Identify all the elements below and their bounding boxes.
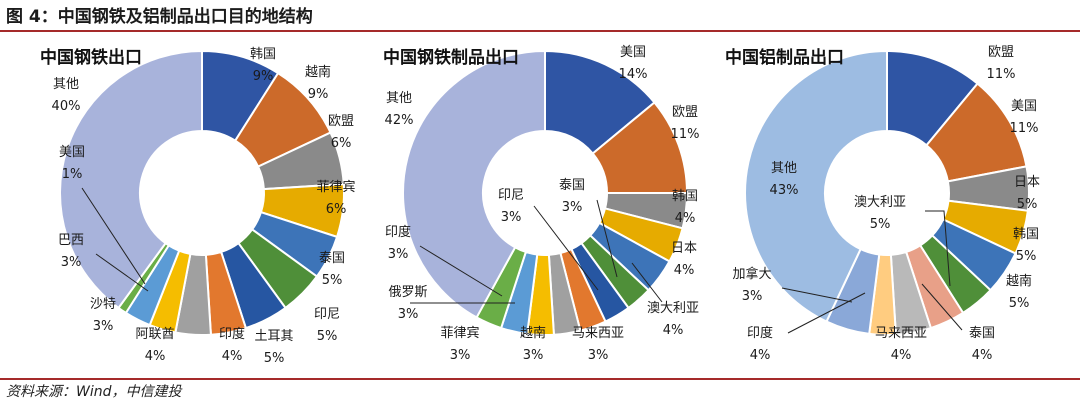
slice-value-label: 1% — [62, 167, 83, 182]
slice-value-label: 6% — [331, 136, 352, 151]
slice-value-label: 6% — [326, 202, 347, 217]
leader-line — [81, 187, 146, 285]
leader-line — [596, 199, 618, 278]
slice-label: 土耳其 — [254, 329, 293, 344]
slice-label: 欧盟 — [328, 114, 354, 129]
slice-value-label: 3% — [61, 255, 82, 270]
slice-value-label: 5% — [1017, 197, 1038, 212]
slice-label: 菲律宾 — [440, 325, 479, 341]
slice-label: 澳大利亚 — [647, 300, 699, 316]
slice-value-label: 4% — [674, 263, 695, 278]
slice-value-label: 40% — [52, 99, 81, 114]
slice-value-label: 4% — [222, 349, 243, 364]
slice-value-label: 3% — [562, 200, 583, 215]
slice-label: 欧盟 — [988, 45, 1014, 60]
chart-title: 中国钢铁出口 — [40, 47, 142, 68]
slice-label: 印度 — [385, 224, 411, 240]
slice-label: 澳大利亚 — [854, 194, 906, 210]
slice-value-label: 4% — [145, 349, 166, 364]
slice-value-label: 3% — [398, 307, 419, 322]
leader-line — [419, 245, 503, 297]
slice-value-label: 3% — [742, 289, 763, 304]
slice-value-label: 11% — [987, 67, 1016, 82]
slice-13 — [59, 49, 203, 310]
slice-label: 日本 — [671, 241, 697, 256]
slice-value-label: 5% — [264, 351, 285, 366]
slice-label: 印度 — [219, 326, 245, 342]
leader-line — [787, 292, 866, 334]
slice-value-label: 3% — [523, 348, 544, 363]
slice-value-label: 3% — [588, 348, 609, 363]
slice-value-label: 14% — [619, 67, 648, 82]
slice-value-label: 43% — [770, 183, 799, 198]
slice-value-label: 4% — [675, 211, 696, 226]
leader-line — [925, 210, 951, 287]
slice-label: 越南 — [305, 64, 331, 80]
slice-value-label: 42% — [385, 113, 414, 128]
slice-value-label: 4% — [750, 348, 771, 363]
slice-value-label: 5% — [317, 329, 338, 344]
slice-label: 俄罗斯 — [388, 285, 427, 300]
slice-label: 美国 — [1011, 99, 1037, 114]
figure-title: 图 4：中国钢铁及铝制品出口目的地结构 — [6, 7, 313, 27]
slice-label: 韩国 — [672, 189, 698, 204]
slice-label: 越南 — [1006, 273, 1032, 289]
slice-value-label: 5% — [322, 273, 343, 288]
slice-value-label: 3% — [450, 348, 471, 363]
slice-label: 泰国 — [559, 178, 585, 193]
slice-label: 其他 — [771, 161, 797, 176]
leader-line — [533, 205, 599, 291]
slice-value-label: 3% — [388, 247, 409, 262]
slice-label: 韩国 — [250, 47, 276, 62]
slice-label: 其他 — [386, 91, 412, 106]
slice-label: 马来西亚 — [875, 326, 927, 341]
slice-label: 泰国 — [319, 251, 345, 266]
chart-title: 中国铝制品出口 — [725, 47, 844, 68]
leader-line — [95, 253, 149, 292]
slice-label: 沙特 — [90, 297, 116, 312]
slice-value-label: 5% — [1016, 249, 1037, 264]
title-rule — [0, 30, 1080, 32]
slice-value-label: 5% — [870, 217, 891, 232]
slice-value-label: 9% — [253, 69, 274, 84]
slice-value-label: 3% — [501, 210, 522, 225]
slice-label: 菲律宾 — [316, 179, 355, 195]
donut-chart-1: 中国钢铁出口 韩国 9% 越南 9% 欧盟 6% 菲律宾 6% 泰国 5% 印尼 5% 土耳其 5% 印度 4%… — [40, 47, 356, 366]
slice-value-label: 4% — [663, 323, 684, 338]
leader-line — [631, 262, 663, 303]
slice-value-label: 4% — [891, 348, 912, 363]
slice-label: 印度 — [747, 325, 773, 341]
slice-label: 美国 — [59, 145, 85, 160]
slice-label: 日本 — [1014, 175, 1040, 190]
slice-label: 韩国 — [1013, 227, 1039, 242]
chart-title: 中国钢铁制品出口 — [383, 47, 519, 68]
slice-value-label: 4% — [972, 348, 993, 363]
slice-11 — [744, 49, 888, 323]
slice-value-label: 11% — [1010, 121, 1039, 136]
leader-line — [781, 287, 853, 303]
slice-label: 越南 — [520, 325, 546, 341]
leader-line — [921, 283, 963, 331]
source-note: 资料来源：Wind，中信建投 — [6, 384, 182, 400]
slice-label: 加拿大 — [732, 266, 771, 282]
slice-label: 马来西亚 — [572, 326, 624, 341]
donut-chart-3: 中国铝制品出口 欧盟 11% 美国 11% 日本 5% 韩国 5% 越南 5% 泰国 4% 马来西亚 4% 印… — [725, 45, 1040, 363]
slice-value-label: 5% — [1009, 296, 1030, 311]
slice-value-label: 3% — [93, 319, 114, 334]
slice-value-label: 9% — [308, 87, 329, 102]
donut-chart-2: 中国钢铁制品出口 美国 14% 欧盟 11% 韩国 4% 日本 4% 澳大利亚 4% 泰国 3% 印尼 3%… — [383, 45, 699, 363]
slice-label: 泰国 — [969, 326, 995, 341]
slice-label: 印尼 — [314, 307, 340, 322]
slice-label: 其他 — [53, 77, 79, 92]
slice-label: 印尼 — [498, 188, 524, 203]
bottom-rule — [0, 378, 1080, 380]
slice-13 — [402, 49, 546, 319]
slice-value-label: 11% — [671, 127, 700, 142]
slice-label: 阿联酋 — [135, 326, 174, 342]
slice-label: 欧盟 — [672, 105, 698, 120]
slice-label: 巴西 — [58, 233, 84, 248]
slice-label: 美国 — [620, 45, 646, 60]
